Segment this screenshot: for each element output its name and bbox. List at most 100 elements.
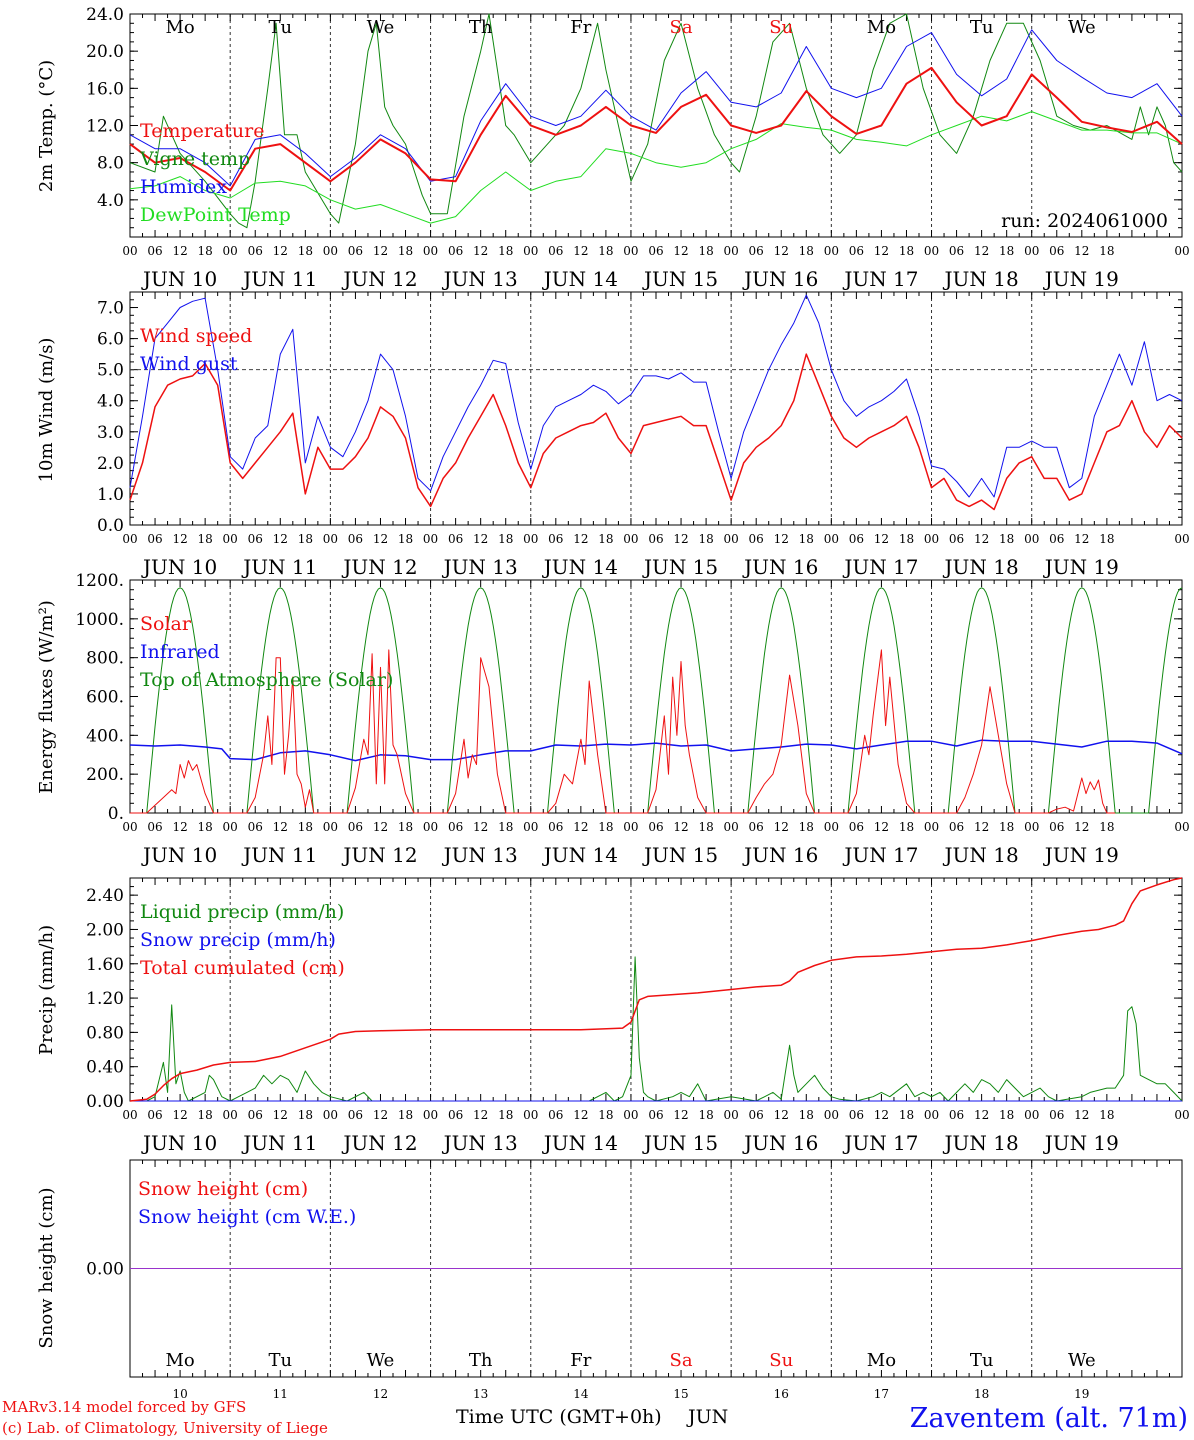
y-tick-label: 200. — [86, 765, 124, 785]
hour-tick-label: 06 — [248, 532, 263, 546]
date-label: JUN 19 — [1043, 555, 1119, 579]
hour-tick-label: 12 — [573, 532, 588, 546]
hour-tick-label: 12 — [974, 532, 989, 546]
y-tick-label: 0. — [108, 804, 124, 824]
y-tick-label: 0.00 — [86, 1260, 124, 1280]
date-label: JUN 17 — [842, 555, 918, 579]
hour-tick-label: 12 — [373, 820, 388, 834]
day-name-label: We — [367, 17, 395, 38]
date-label: JUN 19 — [1043, 1131, 1119, 1155]
date-label: JUN 10 — [141, 555, 217, 579]
date-label: JUN 16 — [742, 1131, 818, 1155]
hour-tick-label: 18 — [698, 820, 713, 834]
date-label: JUN 15 — [642, 843, 718, 867]
y-tick-label: 0.80 — [86, 1023, 124, 1043]
date-label: JUN 14 — [542, 843, 618, 867]
hour-tick-label: 12 — [172, 532, 187, 546]
hour-tick-label: 12 — [172, 244, 187, 258]
hour-tick-label: 12 — [373, 1108, 388, 1122]
hour-tick-label: 06 — [648, 820, 663, 834]
y-tick-label: 12.0 — [86, 117, 124, 137]
series-line-wind-speed — [129, 353, 1183, 511]
hour-tick-label: 00 — [323, 532, 338, 546]
station-name: Zaventem (alt. 71m) — [910, 1403, 1188, 1434]
y-tick-label: 2.00 — [86, 920, 124, 940]
hour-tick-label: 00 — [724, 820, 739, 834]
date-label: JUN 18 — [943, 1131, 1019, 1155]
hour-tick-label: 00 — [323, 1108, 338, 1122]
day-number-label: 14 — [573, 1387, 589, 1401]
hour-tick-label: 00 — [122, 244, 137, 258]
day-name-label: Mo — [165, 17, 194, 38]
legend-entry: Temperature — [140, 120, 264, 142]
hour-tick-label: 12 — [473, 532, 488, 546]
hour-tick-label: 00 — [623, 1108, 638, 1122]
y-tick-label: 600. — [86, 688, 124, 708]
hour-tick-label: 00 — [1024, 1108, 1039, 1122]
hour-tick-label: 06 — [147, 244, 162, 258]
hour-tick-label: 18 — [498, 820, 513, 834]
legend-entry: Snow precip (mm/h) — [140, 929, 336, 951]
day-name-label: Su — [769, 1350, 793, 1371]
y-tick-label: 3.0 — [97, 423, 124, 443]
legend-entry: Total cumulated (cm) — [140, 957, 345, 979]
hour-tick-label: 18 — [398, 820, 413, 834]
hour-tick-label: 00 — [122, 532, 137, 546]
date-label: JUN 11 — [241, 1131, 317, 1155]
date-label: JUN 17 — [842, 1131, 918, 1155]
series-line-infrared — [129, 739, 1183, 762]
hour-tick-label: 00 — [1024, 532, 1039, 546]
hour-tick-label: 06 — [849, 820, 864, 834]
hour-tick-label: 00 — [623, 532, 638, 546]
panel-energy: 0. 200. 400. 600. 800. 1000. 1200. Energy fluxe… — [36, 571, 1190, 867]
day-name-label: Sa — [670, 1350, 693, 1371]
hour-tick-label: 12 — [974, 820, 989, 834]
hour-tick-label: 12 — [373, 244, 388, 258]
day-number-label: 17 — [874, 1387, 889, 1401]
date-label: JUN 16 — [742, 267, 818, 291]
hour-tick-label: 06 — [648, 244, 663, 258]
day-number-label: 15 — [673, 1387, 688, 1401]
y-tick-label: 24.0 — [86, 5, 124, 25]
date-label: JUN 16 — [742, 843, 818, 867]
lab-credit: (c) Lab. of Climatology, University of L… — [2, 1419, 328, 1437]
hour-tick-label: 06 — [1049, 820, 1064, 834]
panel-wind: 0.0 1.0 2.0 3.0 4.0 5.0 6.0 7.0 10m Wind (m/s) Wi… — [36, 291, 1190, 579]
day-name-label: Mo — [867, 17, 896, 38]
hour-tick-label: 06 — [548, 244, 563, 258]
hour-tick-label: 00 — [423, 820, 438, 834]
date-label: JUN 13 — [442, 267, 518, 291]
hour-tick-label: 18 — [698, 532, 713, 546]
hour-tick-label: 06 — [147, 532, 162, 546]
hour-tick-label: 06 — [949, 1108, 964, 1122]
day-number-label: 16 — [774, 1387, 789, 1401]
hour-tick-label: 06 — [749, 244, 764, 258]
y-tick-label: 1.60 — [86, 955, 124, 975]
hour-tick-label: 12 — [774, 1108, 789, 1122]
hour-tick-label: 00 — [1024, 820, 1039, 834]
hour-tick-label: 06 — [949, 244, 964, 258]
date-label: JUN 12 — [341, 267, 417, 291]
legend-entry: Snow height (cm) — [138, 1178, 308, 1200]
hour-tick-label: 06 — [248, 1108, 263, 1122]
y-axis-label: Snow height (cm) — [36, 1187, 57, 1348]
date-label: JUN 17 — [842, 267, 918, 291]
date-label: JUN 12 — [341, 555, 417, 579]
hour-tick-label: 12 — [874, 1108, 889, 1122]
date-label: JUN 14 — [542, 1131, 618, 1155]
day-name-label: We — [1068, 1350, 1096, 1371]
day-number-label: 12 — [373, 1387, 388, 1401]
hour-tick-label: 12 — [573, 1108, 588, 1122]
hour-tick-label: 06 — [849, 1108, 864, 1122]
day-name-label: Sa — [670, 17, 693, 38]
y-tick-label: 8.0 — [97, 154, 124, 174]
hour-tick-label: 18 — [698, 1108, 713, 1122]
hour-tick-label: 06 — [348, 1108, 363, 1122]
hour-tick-label: 00 — [924, 244, 939, 258]
series-line-dewpoint-temp — [129, 111, 1183, 224]
hour-tick-label: 00 — [1174, 820, 1189, 834]
panel-precip: 0.00 0.40 0.80 1.20 1.60 2.00 2.40 Precip (mm/h… — [36, 877, 1190, 1155]
date-label: JUN 15 — [642, 555, 718, 579]
hour-tick-label: 12 — [673, 244, 688, 258]
date-label: JUN 11 — [241, 555, 317, 579]
